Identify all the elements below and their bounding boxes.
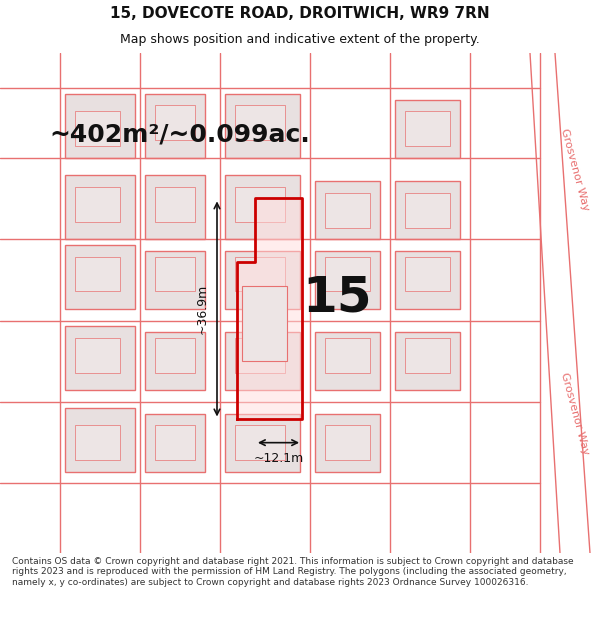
Bar	[325, 425, 370, 460]
Bar	[65, 94, 135, 158]
Bar	[315, 181, 380, 239]
Bar	[315, 251, 380, 309]
Bar	[145, 332, 205, 391]
Bar	[145, 251, 205, 309]
Bar	[65, 326, 135, 391]
Bar	[225, 94, 300, 158]
Bar	[235, 187, 285, 222]
Bar	[242, 286, 287, 361]
Bar	[155, 257, 195, 291]
Text: 15: 15	[302, 273, 372, 321]
Bar	[225, 332, 300, 391]
Text: Grosvenor Way: Grosvenor Way	[559, 371, 591, 456]
Bar	[75, 425, 120, 460]
Bar	[145, 94, 205, 158]
Bar	[235, 106, 285, 141]
Text: ~402m²/~0.099ac.: ~402m²/~0.099ac.	[50, 122, 310, 146]
Bar	[145, 414, 205, 472]
Bar	[235, 425, 285, 460]
Polygon shape	[237, 199, 302, 419]
Bar	[75, 338, 120, 373]
Bar	[155, 338, 195, 373]
Bar	[155, 187, 195, 222]
Bar	[155, 425, 195, 460]
Bar	[155, 106, 195, 141]
Bar	[225, 175, 300, 239]
Bar	[225, 414, 300, 472]
Text: ~12.1m: ~12.1m	[253, 452, 304, 465]
Bar	[75, 257, 120, 291]
Bar	[65, 175, 135, 239]
Bar	[325, 338, 370, 373]
Bar	[75, 187, 120, 222]
Bar	[395, 332, 460, 391]
Bar	[225, 251, 300, 309]
Bar	[315, 332, 380, 391]
Text: Grosvenor Way: Grosvenor Way	[559, 127, 591, 212]
Bar	[65, 245, 135, 309]
Bar	[65, 408, 135, 472]
Bar	[75, 111, 120, 146]
Bar	[395, 181, 460, 239]
Bar	[405, 257, 450, 291]
Text: 15, DOVECOTE ROAD, DROITWICH, WR9 7RN: 15, DOVECOTE ROAD, DROITWICH, WR9 7RN	[110, 6, 490, 21]
Bar	[405, 111, 450, 146]
Text: ~36.9m: ~36.9m	[196, 284, 209, 334]
Bar	[235, 257, 285, 291]
Bar	[405, 192, 450, 228]
Bar	[235, 338, 285, 373]
Text: Map shows position and indicative extent of the property.: Map shows position and indicative extent…	[120, 33, 480, 46]
Bar	[395, 99, 460, 158]
Bar	[325, 257, 370, 291]
Bar	[405, 338, 450, 373]
Bar	[325, 192, 370, 228]
Bar	[145, 175, 205, 239]
Bar	[395, 251, 460, 309]
Text: Contains OS data © Crown copyright and database right 2021. This information is : Contains OS data © Crown copyright and d…	[12, 557, 574, 586]
Bar	[315, 414, 380, 472]
